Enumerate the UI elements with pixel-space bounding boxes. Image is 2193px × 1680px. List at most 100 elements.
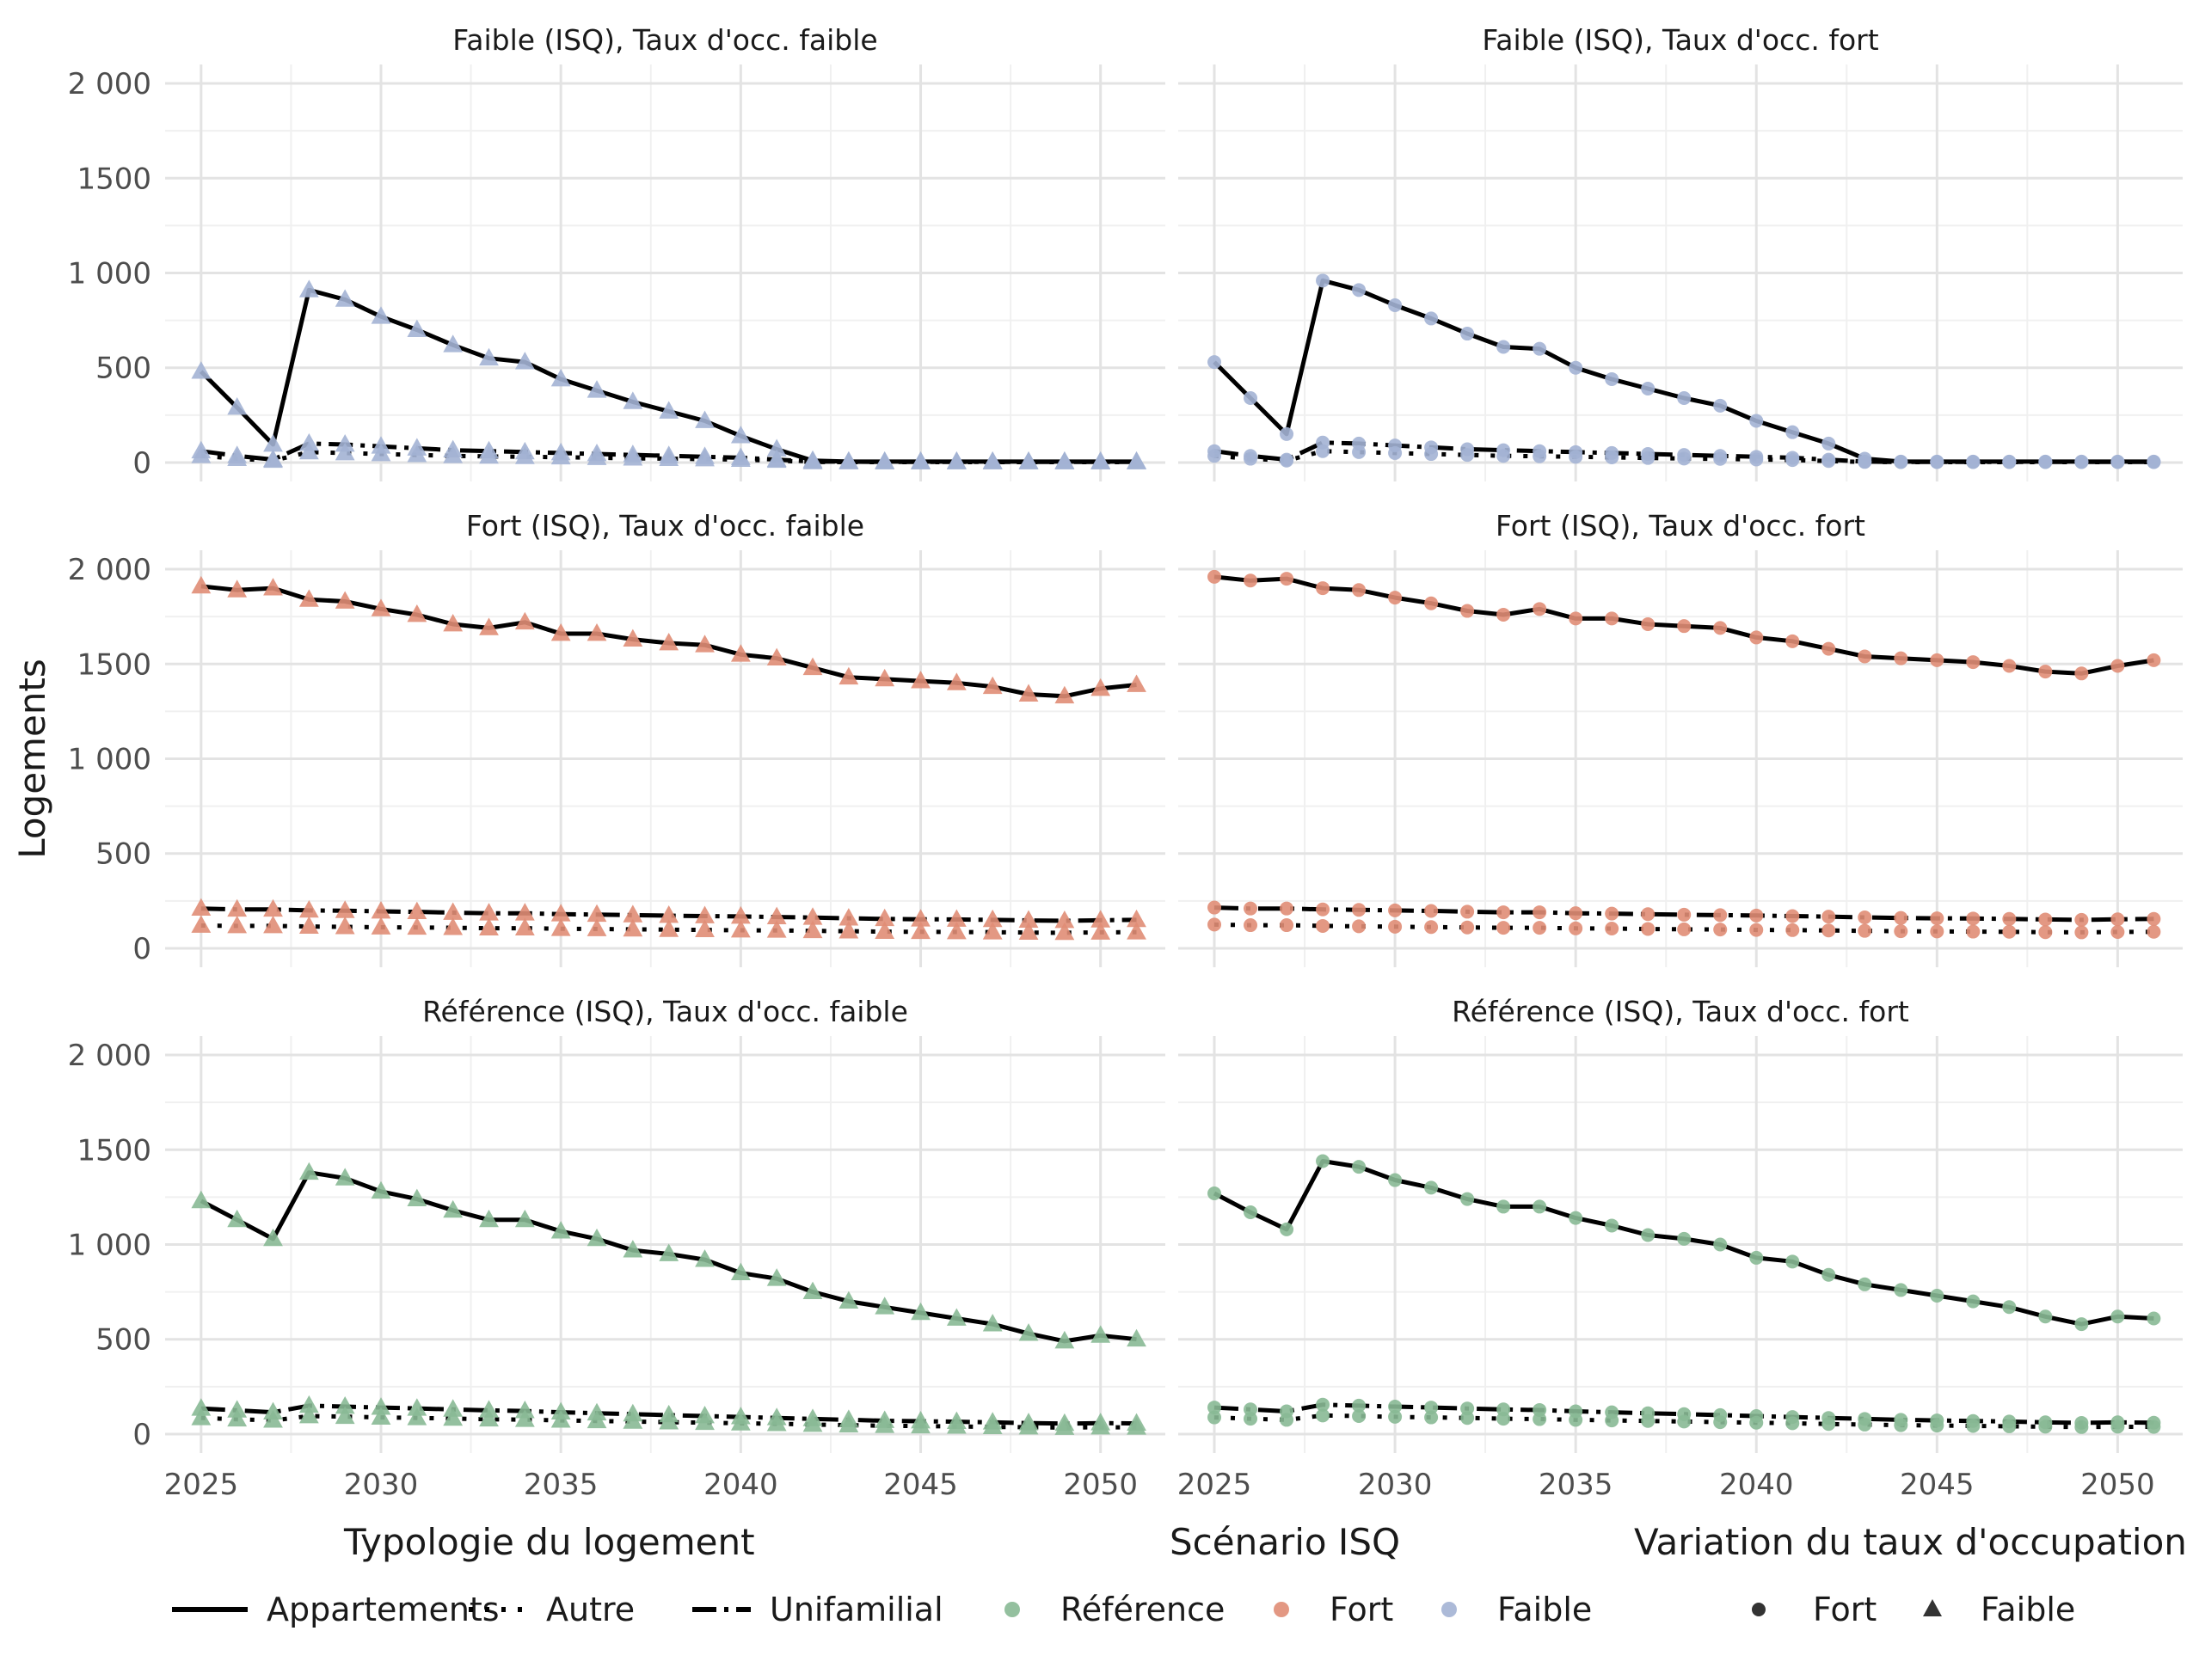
data-point [2002,1300,2017,1315]
data-point [263,450,283,469]
data-point [1090,1325,1111,1343]
data-point [1496,1199,1511,1214]
data-point [2110,1419,2125,1434]
data-point [1424,920,1439,935]
data-point [1388,1409,1403,1424]
data-point [2110,924,2125,939]
data-point [623,904,643,923]
data-point [1821,1267,1836,1282]
data-point [2110,659,2125,673]
data-point [1641,907,1656,922]
data-point [1749,1250,1764,1265]
data-point [730,920,751,938]
data-point [191,1190,212,1209]
data-point [1388,297,1403,312]
data-point [2002,1419,2017,1433]
data-point [838,908,859,926]
data-point [1533,341,1547,356]
x-tick-label: 2035 [524,1468,599,1502]
data-point [227,1209,248,1228]
data-point [371,1397,391,1415]
data-point [479,1209,499,1228]
y-tick-label: 500 [95,837,151,872]
data-point [1569,906,1583,921]
data-point [443,445,464,463]
data-point [1894,455,1908,469]
data-point [550,623,571,641]
data-point [407,445,427,463]
panel-title: Référence (ISQ), Taux d'occ. faible [422,995,908,1028]
data-point [587,904,607,923]
data-point [2038,665,2053,679]
data-point [587,1228,607,1247]
data-point [766,920,787,938]
data-point [1821,641,1836,656]
legend-key-shape-circle [1752,1603,1766,1616]
data-point [659,905,679,923]
data-point [1930,1419,1944,1433]
data-point [1352,919,1367,934]
legend-label: Fort [1813,1591,1877,1628]
data-point [802,1413,823,1432]
data-point [550,368,571,387]
data-point [1316,581,1330,596]
data-point [875,921,895,939]
data-point [1785,923,1800,937]
y-tick-label: 1500 [77,1133,151,1168]
data-point [1966,1294,1981,1309]
legend-key-color [1441,1602,1457,1617]
data-point [1966,455,1981,469]
data-point [191,445,212,463]
data-point [1352,283,1367,297]
data-point [1460,327,1475,341]
data-point [946,1416,967,1434]
data-point [946,921,967,940]
data-point [1930,911,1944,926]
data-point [695,410,715,428]
data-point [838,1414,859,1432]
data-point [550,1221,571,1239]
data-point [1966,655,1981,670]
data-point [335,591,355,609]
data-point [1605,451,1619,465]
data-point [1641,451,1656,465]
data-point [1352,1160,1367,1174]
data-point [1388,1399,1403,1413]
data-point [730,644,751,662]
data-point [335,1168,355,1186]
y-tick-label: 1 000 [68,743,151,777]
series-line [1213,278,2154,464]
data-point [1858,455,1872,469]
data-point [1785,634,1800,648]
data-point [1930,455,1944,469]
data-point [514,903,535,921]
data-point [443,902,464,920]
data-point [479,347,499,366]
data-point [1605,1218,1619,1233]
data-point [1424,447,1439,462]
x-tick-label: 2050 [2080,1468,2155,1502]
data-point [227,898,248,917]
series-line [200,287,1137,464]
data-point [1090,922,1111,940]
data-point [1460,1401,1475,1416]
legend-label: Unifamilial [770,1591,943,1628]
data-point [1533,1412,1547,1426]
data-point [1533,1199,1547,1214]
data-point [335,442,355,461]
data-point [514,1209,535,1228]
data-point [766,1268,787,1286]
data-point [263,434,283,452]
data-point [1018,1323,1039,1341]
data-point [550,904,571,922]
data-point [587,1410,607,1429]
legend-label: Référence [1060,1591,1225,1628]
data-point [875,668,895,687]
data-point [766,438,787,457]
x-tick-label: 2030 [1358,1468,1433,1502]
data-point [263,915,283,934]
data-point [946,909,967,927]
data-point [1894,1418,1908,1432]
data-point [1496,340,1511,354]
